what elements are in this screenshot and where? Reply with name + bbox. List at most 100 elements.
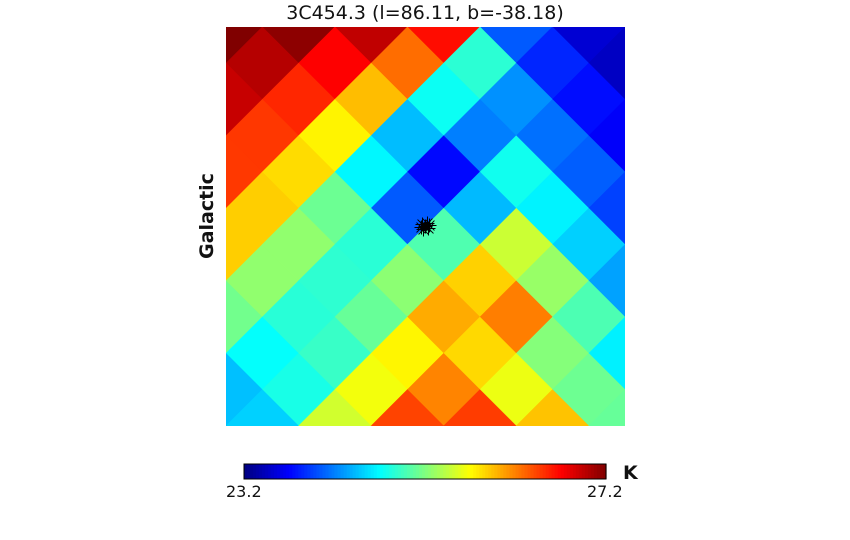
heatmap-pixel: [261, 353, 336, 426]
colorbar-segment: [572, 464, 577, 479]
colorbar-segment: [464, 464, 468, 479]
colorbar-segment: [262, 464, 266, 479]
colorbar-segment: [494, 464, 498, 479]
heatmap-pixel: [624, 27, 625, 28]
colorbar-segment: [578, 464, 583, 479]
colorbar-segment: [325, 464, 330, 479]
colorbar-segment: [518, 464, 523, 479]
colorbar-segment: [569, 464, 574, 479]
colorbar-segment: [397, 464, 402, 479]
colorbar-segment: [343, 464, 348, 479]
colorbar-segment: [575, 464, 580, 479]
colorbar-segment: [304, 464, 308, 479]
colorbar-segment: [434, 464, 438, 479]
heatmap-pixel: [515, 425, 517, 426]
colorbar-segment: [409, 464, 414, 479]
heatmap-pixel: [226, 207, 263, 282]
colorbar-segment: [301, 464, 305, 479]
colorbar-segment: [524, 464, 529, 479]
colorbar-segment: [253, 464, 257, 479]
colorbar-segment: [479, 464, 483, 479]
colorbar-segment: [584, 464, 589, 479]
heatmap-pixel: [370, 389, 445, 426]
colorbar-segment: [346, 464, 351, 479]
colorbar-segment: [581, 464, 586, 479]
colorbar-segment: [437, 464, 441, 479]
colorbar-segment: [455, 464, 459, 479]
heatmap-pixel: [479, 353, 553, 426]
colorbar-segment: [449, 464, 453, 479]
colorbar-segment: [446, 464, 450, 479]
colorbar-segment: [364, 464, 369, 479]
colorbar-segment: [340, 464, 345, 479]
colorbar-segment: [307, 464, 311, 479]
heatmap-pixel: [479, 27, 481, 28]
colorbar-segment: [542, 464, 547, 479]
colorbar-segment: [452, 464, 456, 479]
colorbar-segment: [428, 464, 432, 479]
heatmap-pixel: [552, 27, 553, 28]
colorbar: [243, 463, 607, 480]
colorbar-min-label: 23.2: [226, 482, 262, 501]
chart-title: 3C454.3 (l=86.11, b=-38.18): [286, 2, 564, 24]
colorbar-segment: [265, 464, 269, 479]
colorbar-segment: [355, 464, 360, 479]
heatmap-pixel: [624, 171, 625, 173]
colorbar-segment: [358, 464, 363, 479]
heatmap-pixel: [298, 389, 372, 426]
colorbar-segment: [509, 464, 514, 479]
colorbar-segment: [421, 464, 426, 479]
colorbar-segment: [271, 464, 275, 479]
heatmap-pixel: [334, 353, 408, 426]
colorbar-segment: [599, 464, 604, 479]
colorbar-segment: [361, 464, 366, 479]
heatmap-pixel: [370, 425, 372, 426]
colorbar-segment: [250, 464, 254, 479]
colorbar-segment: [425, 464, 429, 479]
colorbar-segment: [527, 464, 532, 479]
colorbar-segment: [533, 464, 538, 479]
colorbar-segment: [485, 464, 489, 479]
colorbar-segment: [316, 464, 321, 479]
heatmap-pixel: [226, 207, 227, 209]
colorbar-segment: [548, 464, 553, 479]
heatmap-pixel: [226, 62, 263, 137]
colorbar-segment: [277, 464, 281, 479]
colorbar-segment: [256, 464, 260, 479]
colorbar-segment: [289, 464, 293, 479]
heatmap-pixel: [588, 316, 625, 391]
colorbar-segment: [331, 464, 336, 479]
colorbar-segment: [557, 464, 562, 479]
heatmap-pixel: [624, 99, 625, 100]
heatmap-pixel: [588, 244, 625, 318]
heatmap-pixel: [226, 280, 227, 282]
colorbar-segment: [283, 464, 287, 479]
colorbar-segment: [539, 464, 544, 479]
colorbar-segment: [382, 464, 387, 479]
colorbar-segment: [563, 464, 568, 479]
colorbar-segment: [394, 464, 399, 479]
colorbar-segment: [530, 464, 535, 479]
colorbar-segment: [482, 464, 486, 479]
colorbar-segment: [292, 464, 296, 479]
colorbar-segment: [566, 464, 571, 479]
heatmap-pixel: [226, 62, 227, 64]
colorbar-segment: [268, 464, 272, 479]
heatmap-pixel: [552, 353, 625, 426]
colorbar-segment: [406, 464, 411, 479]
colorbar-segment: [491, 464, 495, 479]
colorbar-segment: [602, 464, 607, 479]
colorbar-segment: [376, 464, 381, 479]
colorbar-segment: [244, 464, 248, 479]
heatmap-pixel: [226, 280, 263, 354]
heatmap-pixel: [261, 27, 263, 28]
colorbar-segment: [403, 464, 408, 479]
colorbar-segment: [458, 464, 462, 479]
colorbar-segment: [500, 464, 505, 479]
colorbar-segment: [310, 464, 314, 479]
heatmap-pixel: [624, 316, 625, 318]
heatmap-pixel: [515, 389, 590, 426]
colorbar-segment: [467, 464, 471, 479]
colorbar-segment: [352, 464, 357, 479]
